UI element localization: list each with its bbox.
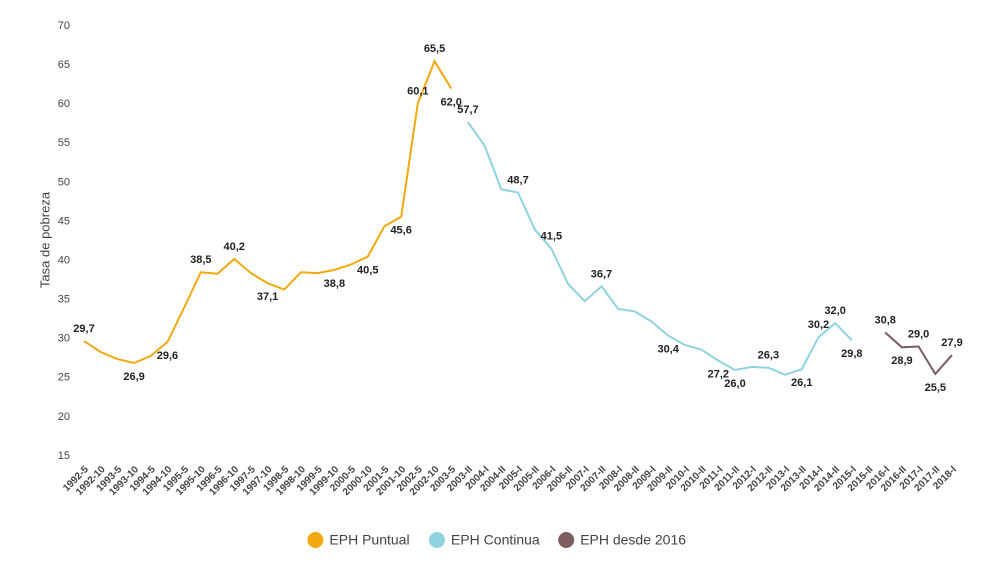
legend-marker [307,532,324,548]
y-tick-label: 50 [58,176,70,188]
data-label: 29,8 [841,348,862,360]
y-tick-label: 20 [58,411,70,423]
data-label: 26,3 [758,350,779,362]
data-label: 27,2 [708,369,729,381]
y-axis-label: Tasa de pobreza [37,191,52,288]
y-tick-label: 65 [58,59,70,71]
data-label: 29,7 [73,323,94,335]
series-line [83,58,453,365]
data-label: 62,0 [441,96,462,108]
data-label: 29,0 [908,328,929,340]
data-label: 32,0 [824,305,845,317]
data-label: 26,9 [123,371,144,383]
series-line [884,331,953,376]
data-label: 57,7 [457,104,478,116]
legend-label: EPH desde 2016 [580,532,686,548]
data-label: 38,5 [190,254,211,266]
data-label: 30,8 [875,314,896,326]
data-label: 25,5 [925,382,946,394]
data-label: 40,5 [357,265,378,277]
data-label: 48,7 [507,174,528,186]
legend-marker [429,532,445,548]
data-label: 27,9 [941,337,962,349]
data-label: 36,7 [591,268,612,280]
data-label: 40,2 [224,241,245,253]
data-label: 45,6 [390,225,411,237]
y-tick-label: 30 [58,333,70,345]
y-tick-label: 25 [58,372,70,384]
data-label: 29,6 [157,350,178,362]
data-label: 38,8 [324,278,345,290]
legend-label: EPH Continua [451,532,540,548]
legend-marker [558,532,575,548]
y-tick-label: 45 [58,215,70,227]
data-label: 26,1 [791,377,812,389]
data-label: 30,4 [658,344,680,356]
y-tick-label: 35 [58,294,70,306]
legend-label: EPH Puntual [329,532,409,548]
data-label: 26,0 [724,378,745,390]
data-label: 28,9 [891,355,912,367]
data-label: 37,1 [257,291,278,303]
y-tick-label: 15 [58,450,70,462]
y-tick-label: 60 [58,98,70,110]
y-tick-label: 70 [58,20,70,32]
series-line [467,121,853,376]
data-label: 30,2 [808,319,829,331]
y-tick-label: 40 [58,254,70,266]
data-label: 60,1 [407,85,428,97]
data-label: 41,5 [541,231,562,243]
data-label: 65,5 [424,43,445,55]
y-tick-label: 55 [58,137,70,149]
